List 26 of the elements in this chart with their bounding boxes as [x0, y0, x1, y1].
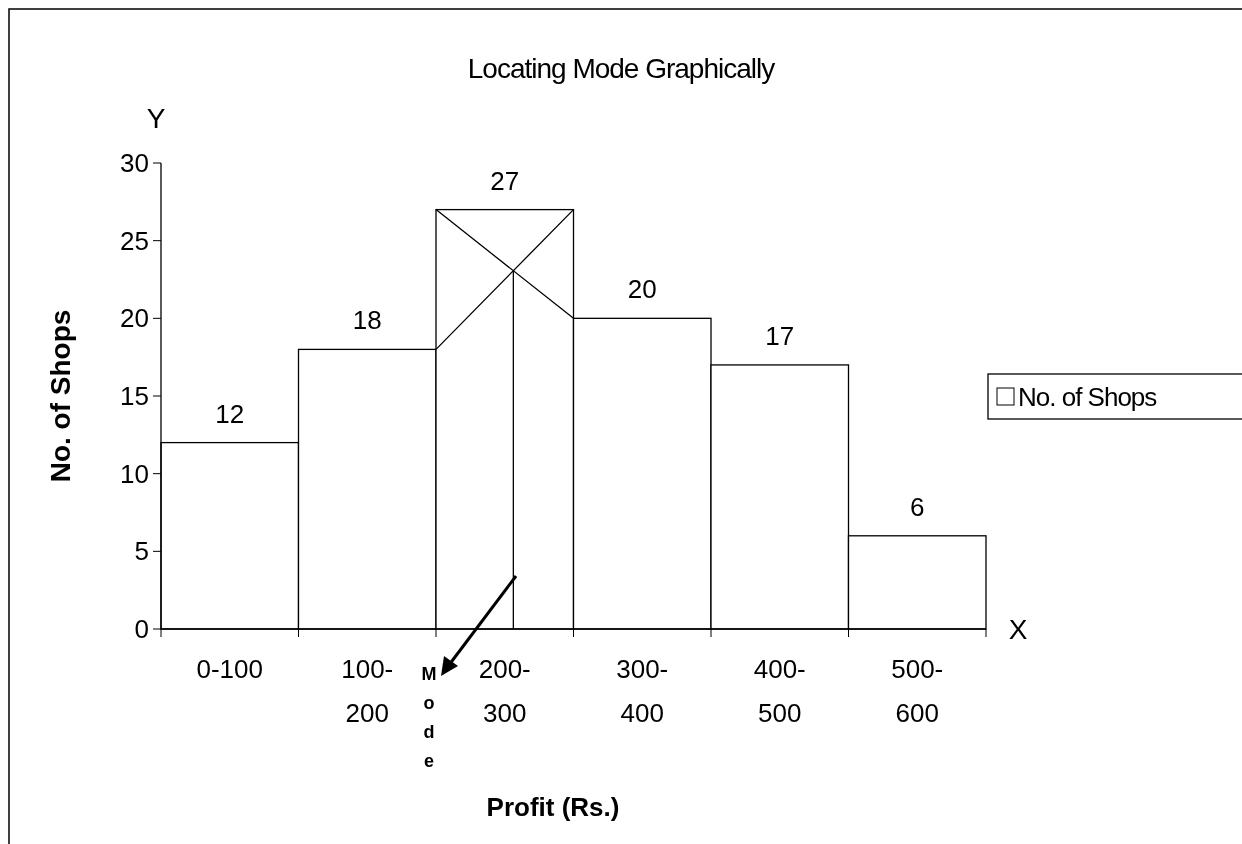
chart-title: Locating Mode Graphically — [467, 53, 776, 84]
x-axis-title: Profit (Rs.) — [486, 792, 620, 822]
x-tick-label: 300-400 — [616, 654, 669, 728]
y-tick-label: 10 — [120, 458, 149, 489]
x-tick-label: 200-300 — [478, 654, 531, 728]
data-label: 12 — [215, 398, 245, 429]
y-tick-label: 25 — [120, 225, 149, 256]
y-tick-label: 0 — [134, 614, 149, 645]
y-tick-label: 30 — [120, 148, 149, 179]
data-label: 27 — [490, 165, 520, 196]
x-tick-label: 500-600 — [891, 654, 944, 728]
text: Y — [146, 103, 166, 134]
x-tick-label: 100-200 — [341, 654, 394, 728]
data-label: 18 — [352, 305, 382, 336]
data-label: 6 — [910, 491, 925, 522]
legend-label: No. of Shops — [1018, 382, 1158, 412]
x-tick-label: 400-500 — [753, 654, 806, 728]
y-tick-label: 5 — [134, 536, 149, 567]
x-tick-label: 0-100 — [196, 654, 263, 684]
y-tick-label: 15 — [120, 381, 149, 412]
text: X — [1008, 614, 1028, 645]
data-label: 17 — [765, 320, 795, 351]
text: Mode — [421, 664, 437, 771]
y-axis-title: No. of Shops — [45, 309, 76, 483]
y-tick-label: 20 — [120, 303, 149, 334]
data-label: 20 — [627, 274, 657, 305]
